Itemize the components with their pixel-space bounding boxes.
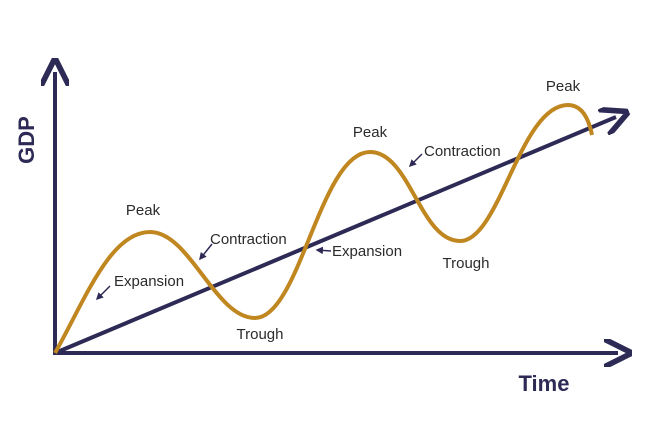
- pointer: [199, 243, 213, 261]
- trend-line: [54, 117, 616, 355]
- peak-label: Peak: [546, 78, 581, 95]
- x-axis-title: Time: [519, 371, 570, 396]
- trough-label: Trough: [237, 326, 284, 343]
- contraction-label: Contraction: [424, 143, 501, 160]
- pointer: [408, 153, 423, 168]
- expansion-label: Expansion: [332, 243, 402, 260]
- cycle-curve: [53, 102, 594, 354]
- peak-label: Peak: [353, 124, 388, 141]
- contraction-label: Contraction: [210, 231, 287, 248]
- pointer: [95, 285, 111, 301]
- peak-label: Peak: [126, 202, 161, 219]
- trough-label: Trough: [443, 255, 490, 272]
- pointer: [315, 246, 332, 255]
- expansion-label: Expansion: [114, 273, 184, 290]
- y-axis-title: GDP: [14, 116, 39, 164]
